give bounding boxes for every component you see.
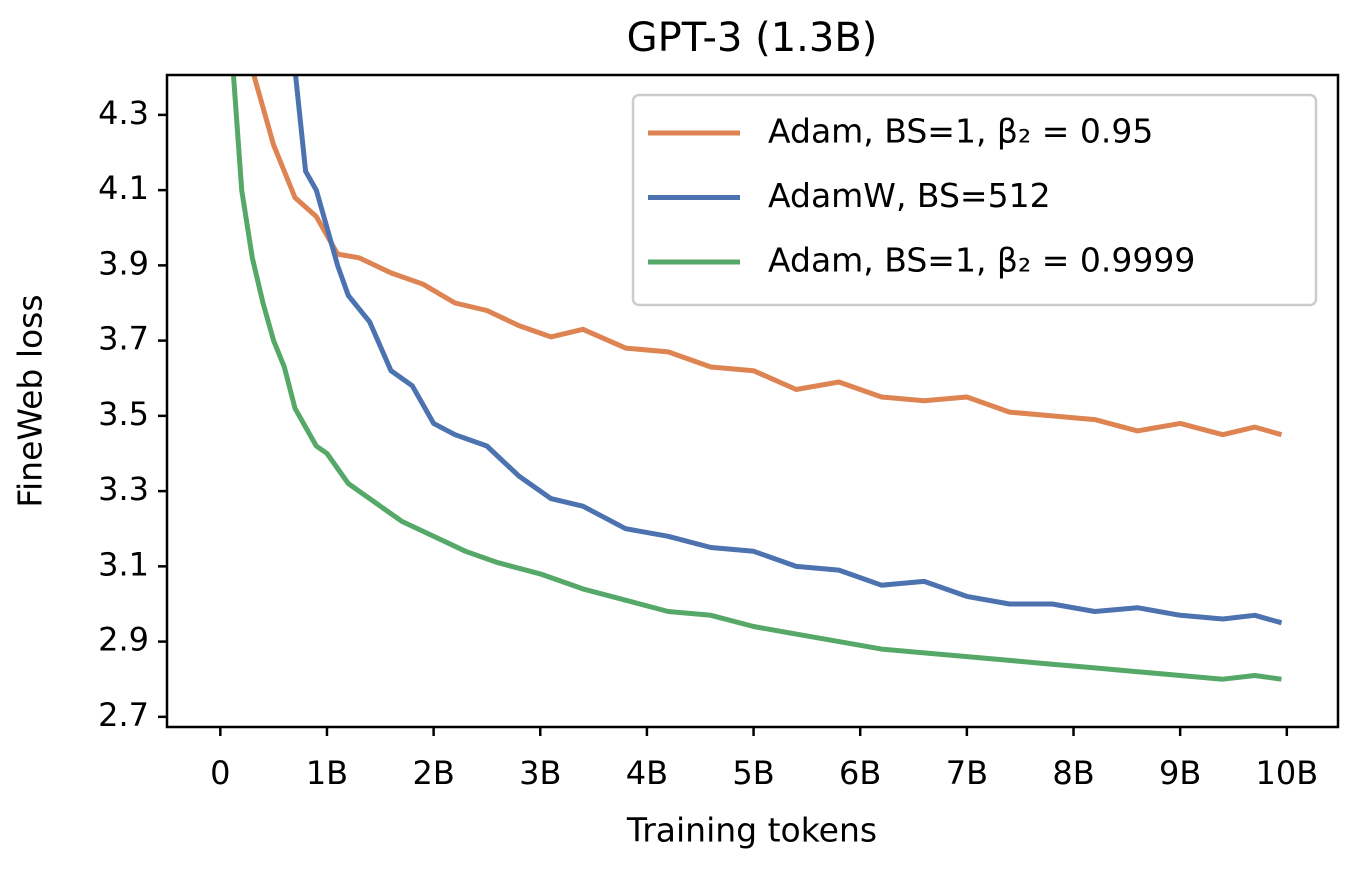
x-tick-label: 4B [626,754,668,792]
y-tick-label: 3.1 [98,545,149,583]
x-tick-label: 6B [839,754,881,792]
x-tick-label: 2B [412,754,454,792]
legend-box [631,93,1318,307]
x-tick-label: 10B [1255,754,1318,792]
series-line [251,75,1283,438]
y-tick-label: 2.7 [98,696,149,734]
plot-lines [230,75,1283,682]
y-axis-label: FineWeb loss [11,294,50,507]
series-line [230,75,1282,682]
x-tick-label: 7B [946,754,988,792]
y-tick-label: 3.7 [98,320,149,358]
legend-label: Adam, BS=1, β₂ = 0.95 [768,112,1153,151]
y-tick-label: 4.3 [98,94,149,132]
legend-label: AdamW, BS=512 [768,176,1051,215]
y-tick-label: 4.1 [98,169,149,207]
x-axis-label: Training tokens [626,811,877,850]
y-tick-label: 3.3 [98,470,149,508]
x-tick-label: 8B [1052,754,1094,792]
y-tick-label: 2.9 [98,621,149,659]
x-tick-label: 1B [306,754,348,792]
legend-label: Adam, BS=1, β₂ = 0.9999 [768,241,1195,280]
x-tick-label: 5B [732,754,774,792]
y-tick-label: 3.5 [98,395,149,433]
x-tick-label: 3B [519,754,561,792]
y-tick-label: 3.9 [98,244,149,282]
series-line [293,75,1283,626]
x-tick-label: 0 [210,754,230,792]
chart-title: GPT-3 (1.3B) [627,15,878,61]
x-tick-label: 9B [1159,754,1201,792]
